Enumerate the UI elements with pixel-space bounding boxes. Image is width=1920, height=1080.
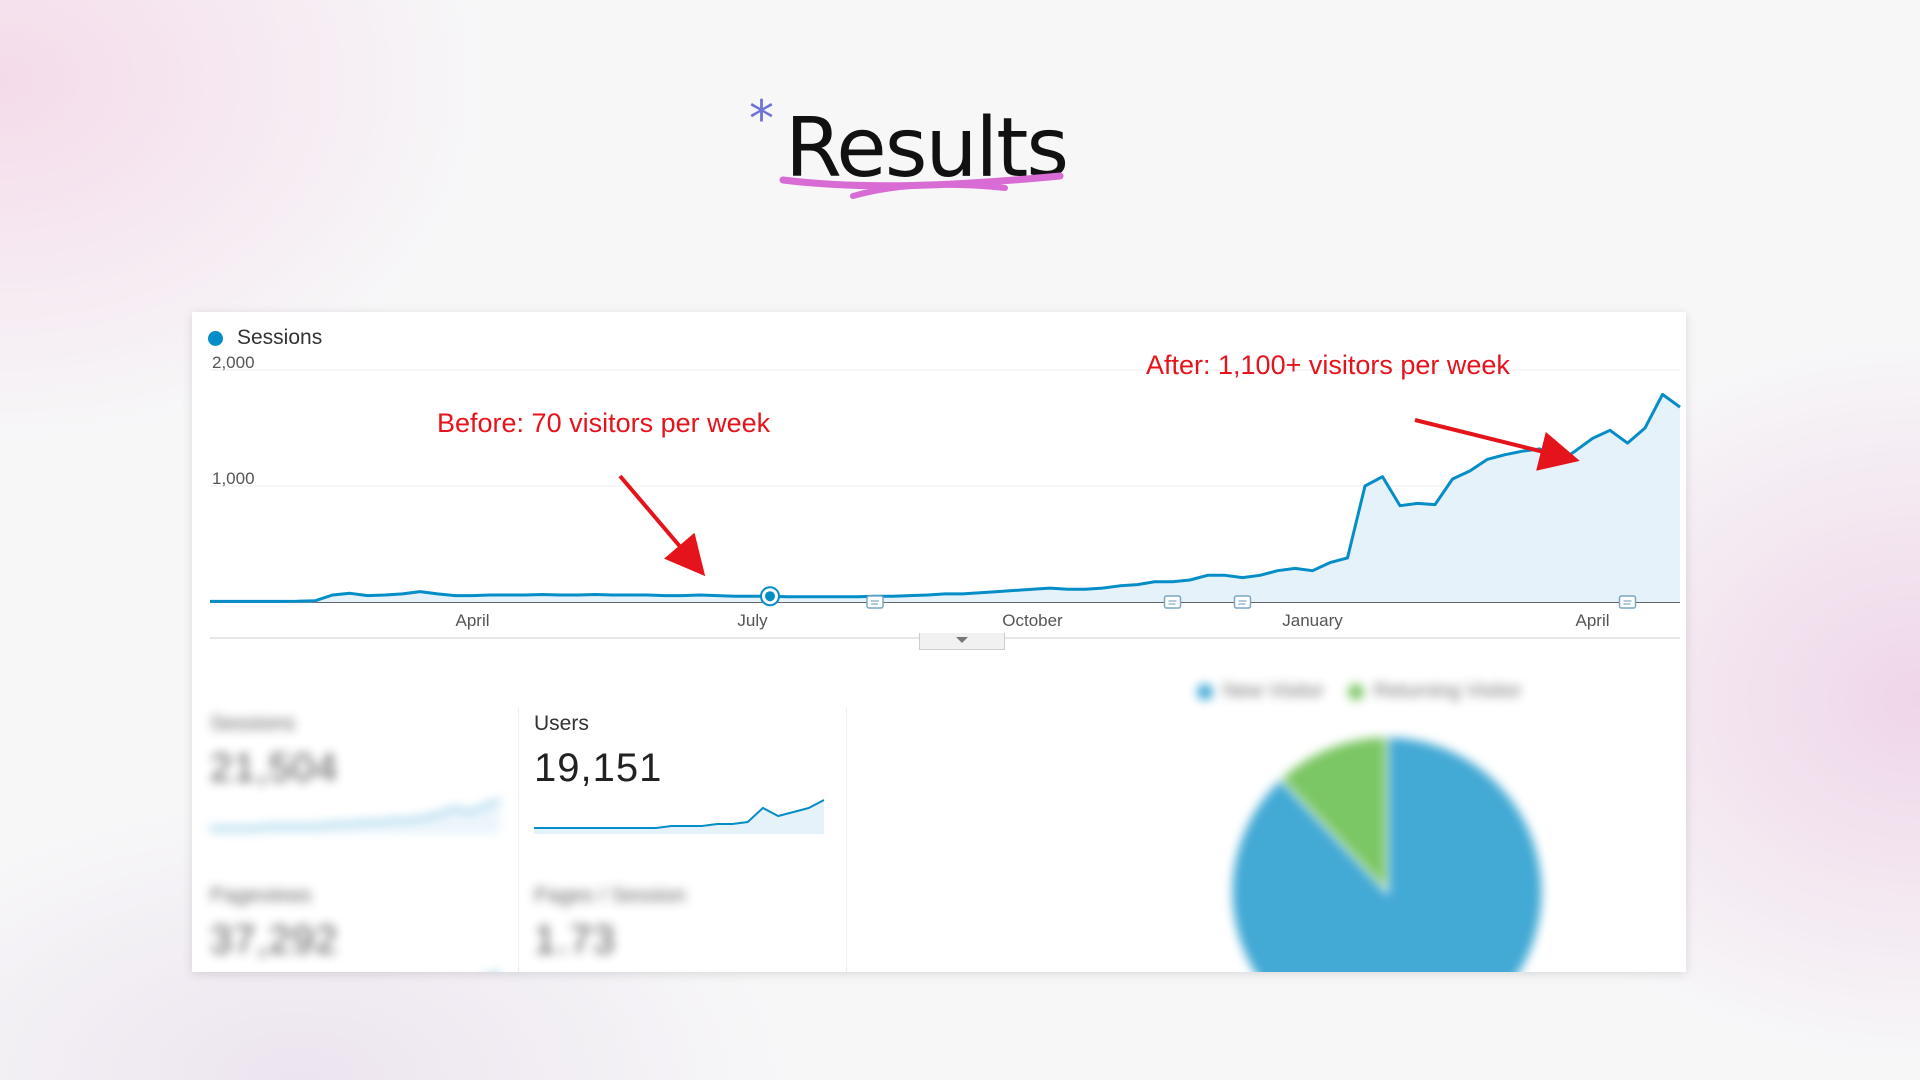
metric-users[interactable]: Users 19,151 [534, 712, 849, 862]
metric-label: Pages / Session [534, 884, 686, 907]
metric-value: 21,504 [210, 746, 339, 790]
legend-dot [208, 330, 223, 346]
annotation-markers [760, 586, 1637, 609]
annotation-marker-icon [1163, 595, 1182, 609]
metric-sparkline [497, 971, 500, 972]
metric-divider [846, 708, 847, 888]
title-text: Results [785, 101, 1069, 196]
x-tick-label: July [737, 611, 768, 630]
metric-sparkline [534, 799, 824, 834]
series-area-sessions [210, 394, 1680, 602]
metric-divider [518, 708, 519, 888]
annotation-arrow-after [1414, 418, 1580, 471]
analytics-card: Sessions 2,000 1,000 April July October Janu… [192, 312, 1686, 972]
metric-label: Sessions [210, 712, 296, 735]
annotation-after: After: 1,100+ visitors per week [1146, 352, 1510, 380]
x-tick-label: April [1575, 611, 1609, 630]
metric-sparkline [534, 966, 824, 972]
series-line-sessions [210, 392, 1681, 603]
metric-pageviews[interactable]: Pageviews 37,292 [210, 884, 525, 972]
brush-underline [779, 172, 1064, 199]
metric-label: Users [534, 712, 589, 735]
metric-value: 19,151 [534, 746, 663, 790]
highlight-point [765, 591, 775, 602]
page-title: * Results [749, 94, 1105, 210]
pie-legend-new-visitor: New Visitor [1223, 680, 1324, 702]
asterisk-icon: * [749, 90, 774, 148]
annotation-marker-icon [866, 595, 884, 609]
metric-sessions[interactable]: Sessions 21,504 [210, 712, 525, 862]
pie-legend-dot-returning [1347, 683, 1364, 700]
metric-value: 37,292 [210, 918, 339, 962]
chart-area-layer [210, 392, 1681, 603]
metric-divider [846, 882, 847, 972]
pie-slice-new-visitor [1229, 734, 1545, 972]
metric-sparkline [210, 799, 500, 834]
metric-label: Pageviews [210, 884, 312, 907]
x-tick-label: January [1282, 611, 1343, 630]
pie-legend-returning-visitor: Returning Visitor [1373, 680, 1522, 702]
pie-legend: New Visitor Returning Visitor [1197, 680, 1545, 703]
pie-legend-dot-new [1197, 683, 1213, 700]
metric-pages-session[interactable]: Pages / Session 1.73 [534, 884, 849, 972]
y-axis-ticks: 2,000 1,000 [212, 353, 255, 488]
x-tick-label: April [455, 611, 489, 630]
y-tick-label: 1,000 [212, 469, 255, 488]
collapse-toggle[interactable] [919, 633, 1005, 650]
metric-value: 1.73 [534, 918, 616, 962]
sessions-line-chart: 2,000 1,000 April July October January April … [210, 352, 1681, 639]
chart-annotations: Before: 70 visitors per week After: 1,100… [437, 352, 1580, 577]
annotation-marker-icon [1233, 595, 1252, 609]
y-tick-label: 2,000 [212, 353, 255, 372]
annotation-marker-icon [1618, 595, 1637, 609]
annotation-arrow-before [618, 474, 706, 577]
legend-label-sessions: Sessions [237, 326, 323, 349]
pie-slice-returning-visitor [1278, 734, 1389, 896]
x-tick-label: October [1002, 611, 1063, 630]
visitor-pie-chart [1229, 734, 1545, 972]
x-axis-ticks: April July October January April [455, 611, 1609, 630]
metric-divider [518, 882, 519, 972]
chart-legend[interactable]: Sessions [208, 326, 322, 350]
annotation-before: Before: 70 visitors per week [437, 408, 771, 438]
